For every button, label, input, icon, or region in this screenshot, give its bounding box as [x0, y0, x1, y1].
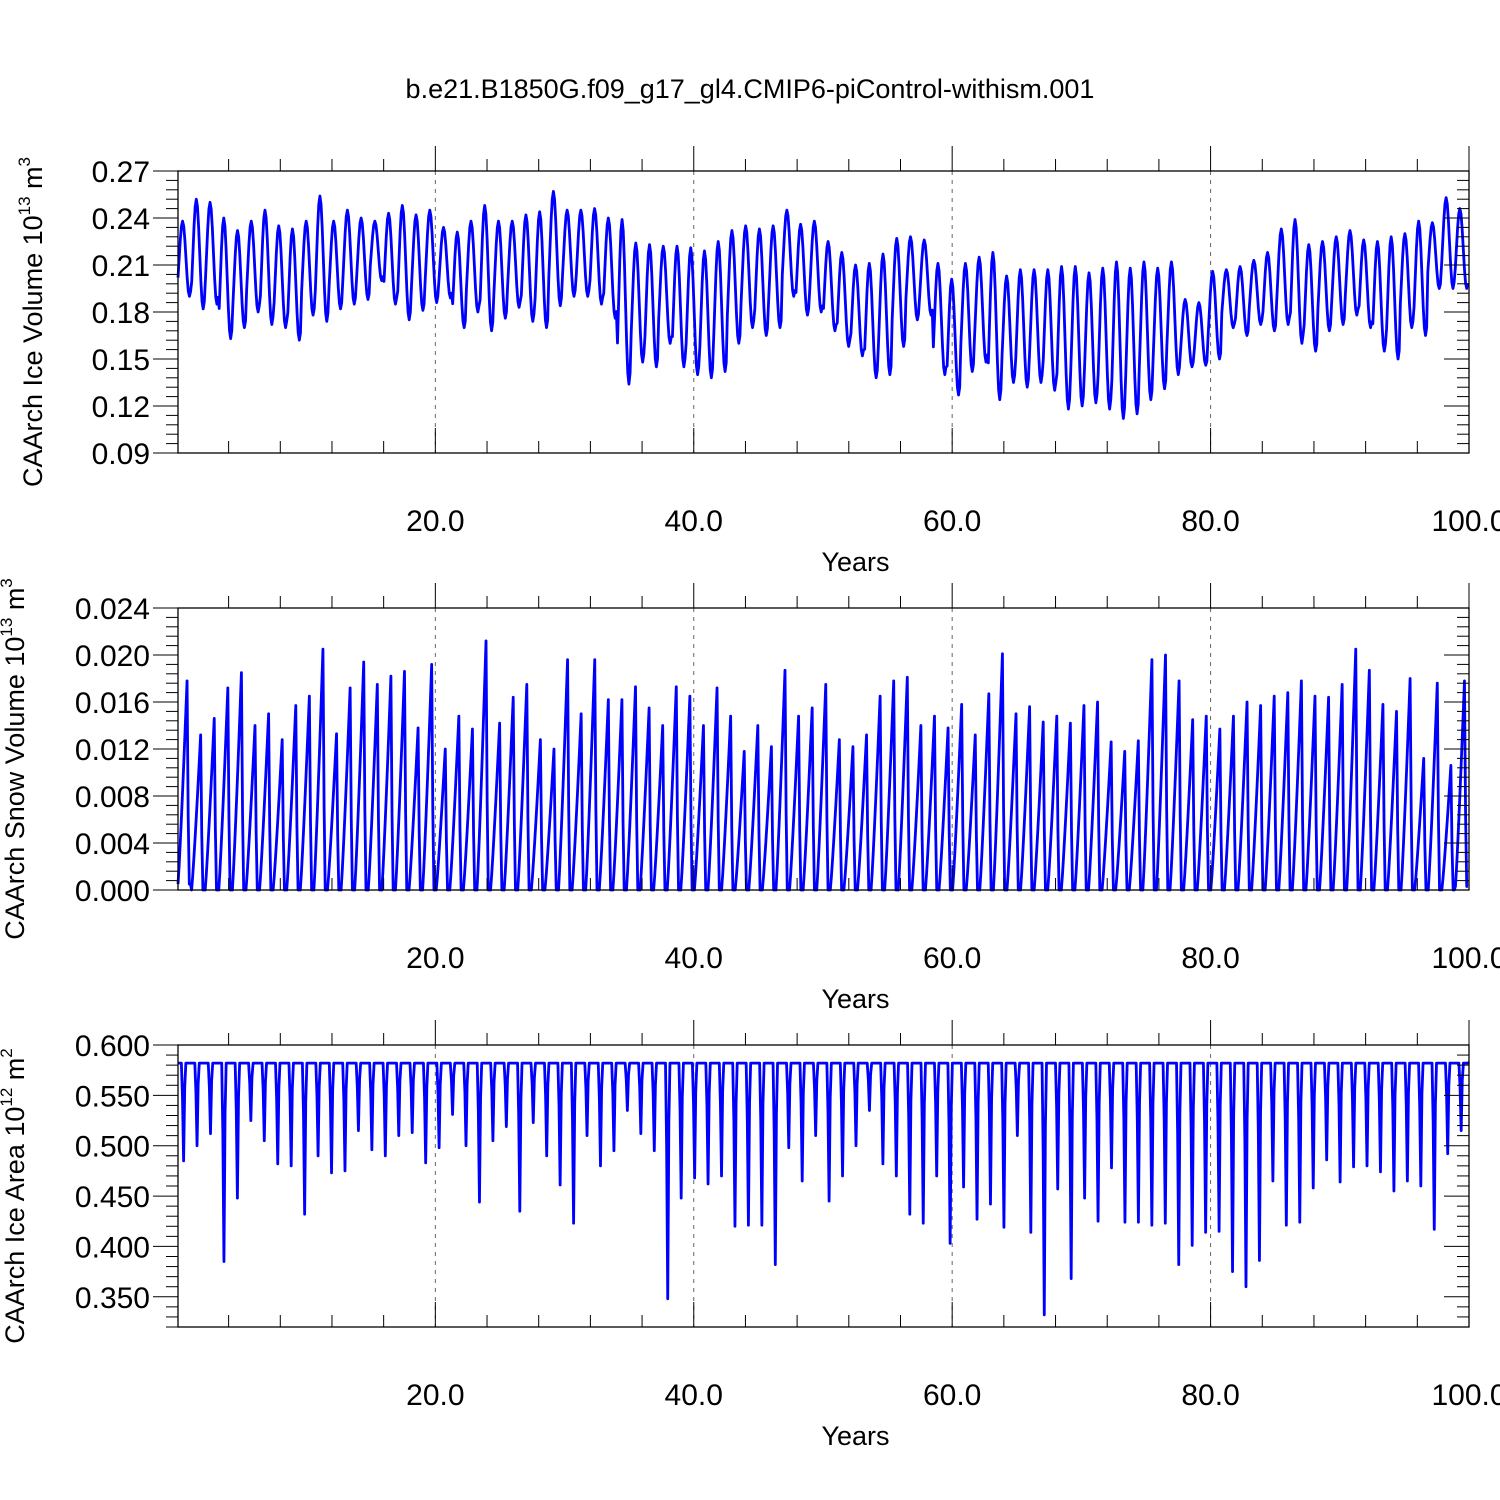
x-tick-label: 20.0: [406, 942, 464, 975]
x-tick-label: 80.0: [1181, 1379, 1239, 1412]
y-tick-label: 0.12: [92, 391, 150, 424]
x-tick-label: 100.0: [1431, 942, 1500, 975]
x-tick-label: 40.0: [665, 942, 723, 975]
y-tick-label: 0.27: [92, 156, 150, 189]
y-tick-label: 0.004: [75, 828, 150, 861]
x-tick-label: 60.0: [923, 1379, 981, 1412]
x-tick-label: 80.0: [1181, 942, 1239, 975]
y-tick-label: 0.016: [75, 687, 150, 720]
y-tick-label: 0.008: [75, 781, 150, 814]
x-axis-label: Years: [821, 1421, 889, 1451]
x-tick-label: 100.0: [1431, 505, 1500, 538]
panel-3: 0.350 0.400 0.450 0.500 0.550 0.600 20.0 40.0 60…: [0, 1020, 1500, 1451]
panel-2: 0.000 0.004 0.008 0.012 0.016 0.020 0.024 20.0 4…: [0, 578, 1500, 1014]
y-tick-label: 0.550: [75, 1080, 150, 1113]
y-tick-label: 0.600: [75, 1030, 150, 1063]
x-tick-label: 80.0: [1181, 505, 1239, 538]
y-axis-label: CAArch Ice Area 1012 m2: [0, 1048, 30, 1344]
y-axis-label: CAArch Ice Volume 1013 m3: [15, 157, 48, 487]
x-axis-label: Years: [821, 984, 889, 1014]
y-tick-label: 0.18: [92, 297, 150, 330]
y-tick-label: 0.24: [92, 203, 150, 236]
panels: 0.09 0.12 0.15 0.18 0.21 0.24 0.27 20.0 40.0 60.0…: [0, 146, 1500, 1451]
x-tick-label: 40.0: [665, 505, 723, 538]
y-tick-label: 0.020: [75, 640, 150, 673]
y-tick-label: 0.400: [75, 1231, 150, 1264]
x-tick-label: 60.0: [923, 942, 981, 975]
x-tick-label: 40.0: [665, 1379, 723, 1412]
x-tick-label: 100.0: [1431, 1379, 1500, 1412]
panel-1: 0.09 0.12 0.15 0.18 0.21 0.24 0.27 20.0 40.0 60.0…: [15, 146, 1500, 577]
figure-title: b.e21.B1850G.f09_g17_gl4.CMIP6-piControl…: [406, 74, 1095, 104]
series-line: [176, 189, 1470, 420]
y-axis-label: CAArch Snow Volume 1013 m3: [0, 578, 30, 940]
x-axis-label: Years: [821, 547, 889, 577]
y-tick-label: 0.012: [75, 734, 150, 767]
y-tick-label: 0.450: [75, 1181, 150, 1214]
y-tick-label: 0.024: [75, 593, 150, 626]
x-tick-label: 20.0: [406, 505, 464, 538]
series-line: [176, 639, 1469, 892]
y-tick-label: 0.350: [75, 1282, 150, 1315]
y-tick-label: 0.500: [75, 1131, 150, 1164]
x-tick-label: 20.0: [406, 1379, 464, 1412]
y-tick-label: 0.000: [75, 875, 150, 908]
y-tick-label: 0.09: [92, 438, 150, 471]
series-line: [177, 1061, 1470, 1317]
y-tick-label: 0.15: [92, 344, 150, 377]
x-tick-label: 60.0: [923, 505, 981, 538]
y-tick-label: 0.21: [92, 250, 150, 283]
